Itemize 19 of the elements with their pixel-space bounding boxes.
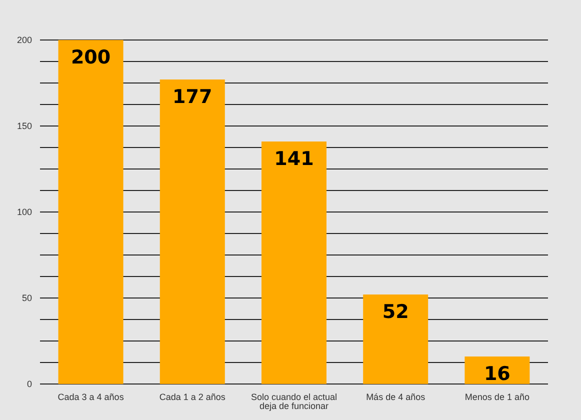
- data-label: 200: [70, 46, 111, 68]
- bar: [160, 80, 225, 384]
- x-tick-label: Cada 1 a 2 años: [159, 392, 226, 402]
- y-tick-label: 100: [16, 207, 32, 218]
- data-label: 141: [274, 148, 314, 170]
- data-label: 177: [172, 86, 212, 108]
- y-tick-label: 200: [16, 35, 32, 46]
- x-tick-label: Cada 3 a 4 años: [58, 392, 124, 402]
- bar: [261, 141, 326, 384]
- y-tick-label: 0: [26, 379, 32, 390]
- data-label: 16: [484, 362, 510, 385]
- x-tick-label: Más de 4 años: [366, 392, 426, 402]
- x-tick-label: Solo cuando el actual deja de funcionar: [250, 392, 338, 411]
- x-tick-label: Menos de 1 año: [464, 392, 530, 402]
- bar: [363, 294, 428, 384]
- y-tick-label: 50: [22, 293, 32, 304]
- y-tick-label: 150: [16, 121, 32, 132]
- bar: [58, 40, 124, 384]
- data-label: 52: [382, 301, 409, 324]
